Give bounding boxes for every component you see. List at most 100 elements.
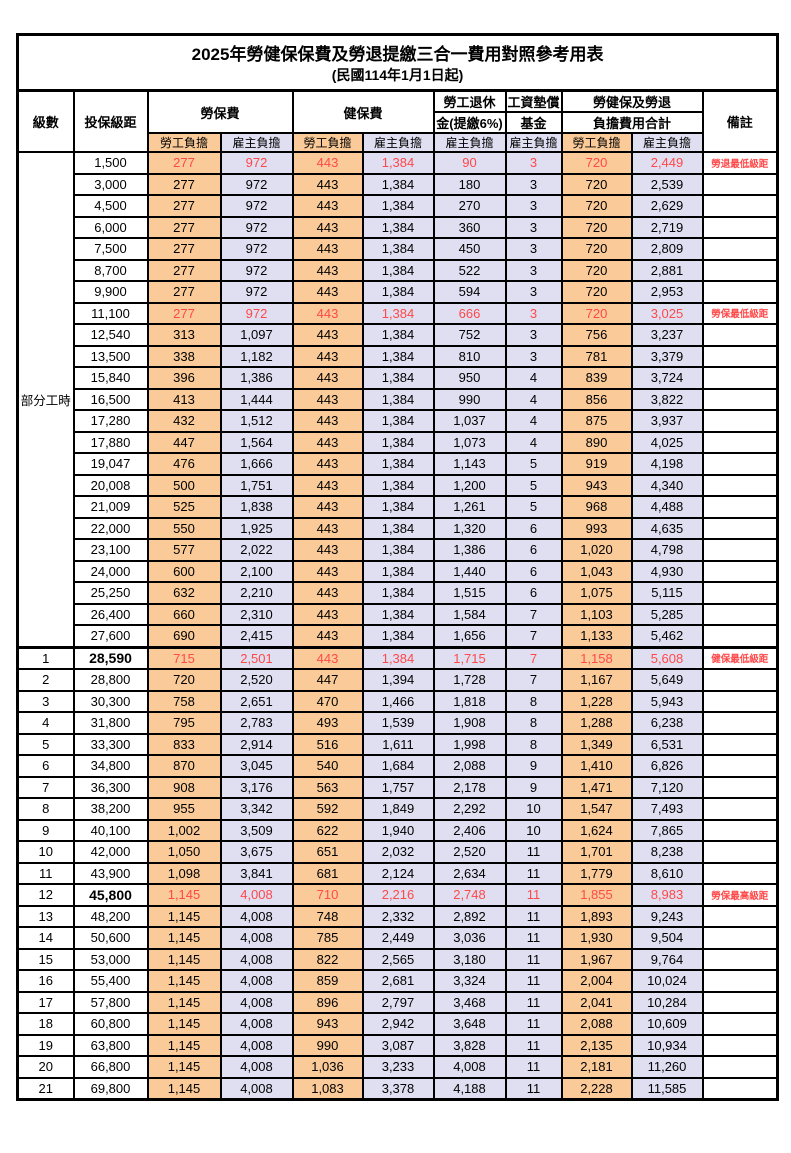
cell-remark — [701, 818, 779, 842]
cell-salary: 12,540 — [72, 323, 149, 347]
cell-pension-employer: 1,728 — [432, 668, 507, 692]
cell-labor-worker: 277 — [146, 151, 222, 175]
cell-total-employer: 2,881 — [630, 258, 704, 282]
cell-health-worker: 443 — [291, 516, 364, 540]
cell-remark — [701, 473, 779, 497]
cell-total-employer: 8,610 — [630, 861, 704, 885]
cell-salary: 33,300 — [72, 732, 149, 756]
cell-labor-worker: 277 — [146, 301, 222, 325]
cell-health-worker: 443 — [291, 280, 364, 304]
cell-salary: 11,100 — [72, 301, 149, 325]
cell-health-worker: 563 — [291, 775, 364, 799]
cell-salary: 30,300 — [72, 689, 149, 713]
cell-health-employer: 2,124 — [361, 861, 435, 885]
cell-wagefund-employer: 3 — [504, 258, 563, 282]
cell-health-worker: 493 — [291, 711, 364, 735]
cell-total-worker: 1,410 — [560, 754, 633, 778]
cell-health-employer: 1,384 — [361, 323, 435, 347]
cell-health-employer: 1,611 — [361, 732, 435, 756]
cell-total-employer: 10,284 — [630, 990, 704, 1014]
header-total-employer-share: 雇主負擔 — [630, 132, 704, 153]
header-pension-line2: 金(提繳6%) — [432, 111, 507, 134]
header-health-employer-share: 雇主負擔 — [361, 132, 435, 153]
cell-wagefund-employer: 11 — [504, 840, 563, 864]
cell-health-worker: 443 — [291, 559, 364, 583]
cell-health-worker: 516 — [291, 732, 364, 756]
cell-total-employer: 4,198 — [630, 452, 704, 476]
cell-pension-employer: 2,520 — [432, 840, 507, 864]
cell-remark — [701, 624, 779, 648]
cell-health-worker: 785 — [291, 926, 364, 950]
cell-total-worker: 2,181 — [560, 1055, 633, 1079]
cell-pension-employer: 990 — [432, 387, 507, 411]
cell-level: 7 — [16, 775, 75, 799]
cell-wagefund-employer: 4 — [504, 366, 563, 390]
cell-total-worker: 1,167 — [560, 668, 633, 692]
header-level: 級數 — [16, 89, 75, 153]
cell-health-employer: 2,032 — [361, 840, 435, 864]
table-row: 17 57,800 1,145 4,008 896 2,797 3,468 11 2,041 10… — [16, 990, 779, 1014]
cell-labor-worker: 577 — [146, 538, 222, 562]
cell-level: 12 — [16, 883, 75, 907]
cell-labor-worker: 277 — [146, 194, 222, 218]
title-cell: 2025年勞健保保費及勞退提繳三合一費用對照參考用表 (民國114年1月1日起) — [16, 33, 779, 92]
cell-remark — [701, 926, 779, 950]
cell-wagefund-employer: 11 — [504, 1076, 563, 1101]
cell-health-employer: 1,384 — [361, 387, 435, 411]
cell-level: 20 — [16, 1055, 75, 1079]
header-wagefund-employer-share: 雇主負擔 — [504, 132, 563, 153]
cell-health-employer: 1,384 — [361, 344, 435, 368]
cell-remark — [701, 668, 779, 692]
cell-labor-employer: 972 — [219, 280, 294, 304]
cell-pension-employer: 752 — [432, 323, 507, 347]
cell-labor-worker: 277 — [146, 172, 222, 196]
table-row: 16,500 413 1,444 443 1,384 990 4 856 3,822 — [18, 387, 779, 411]
cell-remark — [701, 797, 779, 821]
cell-total-employer: 11,585 — [630, 1076, 704, 1101]
cell-health-worker: 443 — [291, 409, 364, 433]
cell-pension-employer: 3,324 — [432, 969, 507, 993]
cell-total-worker: 1,855 — [560, 883, 633, 907]
cell-health-worker: 443 — [291, 237, 364, 261]
cell-health-worker: 859 — [291, 969, 364, 993]
cell-labor-employer: 4,008 — [219, 947, 294, 971]
cell-labor-worker: 1,145 — [146, 1055, 222, 1079]
cell-remark — [701, 840, 779, 864]
cell-health-worker: 443 — [291, 430, 364, 454]
cell-total-worker: 1,893 — [560, 904, 633, 928]
cell-total-worker: 720 — [560, 194, 633, 218]
cell-total-employer: 9,764 — [630, 947, 704, 971]
title-row: 2025年勞健保保費及勞退提繳三合一費用對照參考用表 (民國114年1月1日起) — [16, 33, 779, 92]
cell-wagefund-employer: 11 — [504, 990, 563, 1014]
cell-total-worker: 1,701 — [560, 840, 633, 864]
cell-labor-employer: 4,008 — [219, 1012, 294, 1036]
cell-labor-worker: 1,050 — [146, 840, 222, 864]
cell-health-worker: 710 — [291, 883, 364, 907]
cell-remark — [701, 280, 779, 304]
cell-wagefund-employer: 8 — [504, 689, 563, 713]
cell-total-worker: 875 — [560, 409, 633, 433]
cell-pension-employer: 1,037 — [432, 409, 507, 433]
cell-total-worker: 1,349 — [560, 732, 633, 756]
cell-total-worker: 1,158 — [560, 645, 633, 670]
cell-labor-worker: 833 — [146, 732, 222, 756]
cell-pension-employer: 1,584 — [432, 602, 507, 626]
page-title: 2025年勞健保保費及勞退提繳三合一費用對照參考用表 — [191, 44, 604, 64]
cell-health-worker: 1,083 — [291, 1076, 364, 1101]
cell-labor-employer: 972 — [219, 151, 294, 175]
cell-remark — [701, 344, 779, 368]
cell-labor-employer: 1,097 — [219, 323, 294, 347]
cell-pension-employer: 810 — [432, 344, 507, 368]
cell-labor-worker: 1,098 — [146, 861, 222, 885]
cell-salary: 28,800 — [72, 668, 149, 692]
cell-pension-employer: 2,178 — [432, 775, 507, 799]
cell-total-worker: 856 — [560, 387, 633, 411]
cell-remark — [701, 258, 779, 282]
cell-level: 4 — [16, 711, 75, 735]
cell-labor-worker: 720 — [146, 668, 222, 692]
table-row: 20 66,800 1,145 4,008 1,036 3,233 4,008 11 2,181… — [16, 1055, 779, 1079]
cell-health-employer: 2,332 — [361, 904, 435, 928]
cell-wagefund-employer: 3 — [504, 237, 563, 261]
cell-level: 10 — [16, 840, 75, 864]
cell-total-employer: 10,934 — [630, 1033, 704, 1057]
